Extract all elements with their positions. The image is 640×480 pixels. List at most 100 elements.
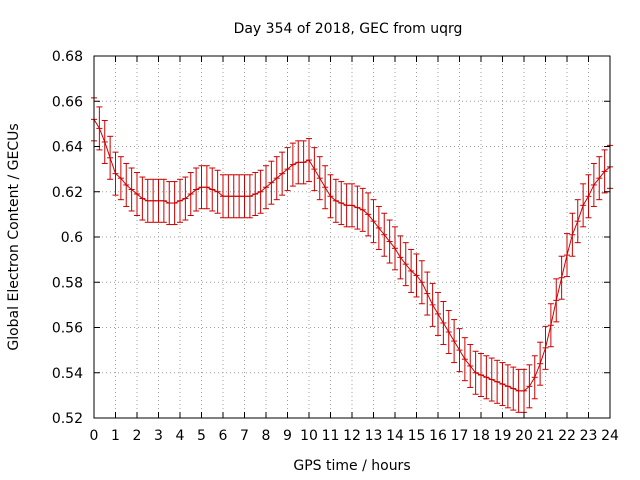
data-point xyxy=(193,167,200,212)
x-tick-label: 11 xyxy=(322,428,340,444)
data-point xyxy=(483,355,490,400)
data-point xyxy=(338,181,345,226)
data-point xyxy=(429,282,436,327)
x-axis-label: GPS time / hours xyxy=(293,458,410,474)
data-point xyxy=(166,181,173,226)
data-point xyxy=(435,291,441,336)
data-point xyxy=(182,176,189,221)
data-point xyxy=(537,341,544,386)
data-point xyxy=(220,174,226,219)
data-point xyxy=(273,156,280,201)
x-tick-label: 21 xyxy=(537,428,555,444)
data-point xyxy=(392,226,398,271)
x-tick-label: 12 xyxy=(343,428,361,444)
y-tick-label: 0.54 xyxy=(52,366,83,382)
data-point xyxy=(365,192,372,237)
data-point xyxy=(590,162,597,207)
data-point xyxy=(117,156,124,201)
data-point xyxy=(601,149,608,194)
data-point xyxy=(354,185,361,230)
data-point xyxy=(332,178,339,223)
y-tick-label: 0.64 xyxy=(52,140,83,156)
x-tick-label: 10 xyxy=(300,428,318,444)
chart-title: Day 354 of 2018, GEC from uqrg xyxy=(234,21,463,37)
data-point xyxy=(139,176,146,221)
data-point xyxy=(445,310,452,355)
x-tick-label: 22 xyxy=(558,428,576,444)
data-point xyxy=(322,165,329,210)
data-point xyxy=(268,160,275,205)
data-point xyxy=(440,300,447,345)
data-point xyxy=(456,328,463,373)
data-point xyxy=(542,325,549,370)
axis-ticks: 0 1 2 3 4 5 6 7 8 9 10 11 12 13 14 15 16 17 18 19 20 21 22 23 24… xyxy=(52,49,619,444)
x-tick-label: 15 xyxy=(408,428,426,444)
data-point xyxy=(306,138,312,183)
y-tick-label: 0.66 xyxy=(52,94,83,110)
x-tick-label: 5 xyxy=(197,428,206,444)
grid-lines xyxy=(94,56,610,418)
data-point xyxy=(327,174,334,219)
x-tick-label: 1 xyxy=(111,428,120,444)
data-point xyxy=(569,212,576,257)
data-point xyxy=(107,135,114,180)
data-point xyxy=(526,364,533,409)
data-point xyxy=(381,212,388,257)
data-point xyxy=(160,178,167,223)
data-point xyxy=(472,350,479,395)
data-point xyxy=(289,142,296,187)
x-tick-label: 7 xyxy=(240,428,249,444)
data-point xyxy=(370,199,377,244)
data-point xyxy=(510,366,517,411)
data-point xyxy=(397,235,404,280)
x-tick-label: 4 xyxy=(176,428,185,444)
data-point xyxy=(467,343,474,388)
data-point xyxy=(150,178,157,223)
y-tick-label: 0.52 xyxy=(52,411,83,427)
data-point xyxy=(257,169,264,214)
data-point xyxy=(177,178,183,223)
y-tick-label: 0.6 xyxy=(61,230,83,246)
x-tick-label: 23 xyxy=(580,428,598,444)
data-point xyxy=(386,219,393,264)
data-point xyxy=(144,178,151,223)
data-series xyxy=(91,97,613,413)
data-point xyxy=(359,187,366,232)
data-point xyxy=(252,172,259,217)
data-point xyxy=(123,162,130,207)
data-point xyxy=(225,174,232,219)
y-tick-label: 0.58 xyxy=(52,275,83,291)
x-tick-label: 24 xyxy=(601,428,619,444)
x-tick-label: 18 xyxy=(472,428,490,444)
data-point xyxy=(504,364,511,409)
x-tick-label: 19 xyxy=(494,428,512,444)
data-point xyxy=(547,303,554,348)
x-tick-label: 13 xyxy=(365,428,383,444)
data-point xyxy=(488,357,495,402)
data-point xyxy=(478,353,484,398)
data-point xyxy=(236,174,243,219)
data-point xyxy=(558,255,565,300)
x-tick-label: 8 xyxy=(262,428,271,444)
data-point xyxy=(461,337,468,382)
data-point xyxy=(515,368,522,413)
data-point xyxy=(564,233,570,278)
x-tick-label: 2 xyxy=(133,428,142,444)
data-point xyxy=(596,156,603,201)
y-tick-label: 0.56 xyxy=(52,321,83,337)
data-point xyxy=(574,199,581,244)
data-point xyxy=(230,174,237,219)
data-point xyxy=(553,278,560,323)
data-point xyxy=(531,355,538,400)
data-point xyxy=(349,183,355,228)
data-point xyxy=(171,181,178,226)
data-point xyxy=(96,106,103,151)
y-tick-label: 0.68 xyxy=(52,49,83,65)
x-tick-label: 16 xyxy=(429,428,447,444)
data-point xyxy=(402,242,409,287)
data-point xyxy=(580,183,587,228)
data-point xyxy=(187,172,194,217)
data-point xyxy=(295,140,302,185)
